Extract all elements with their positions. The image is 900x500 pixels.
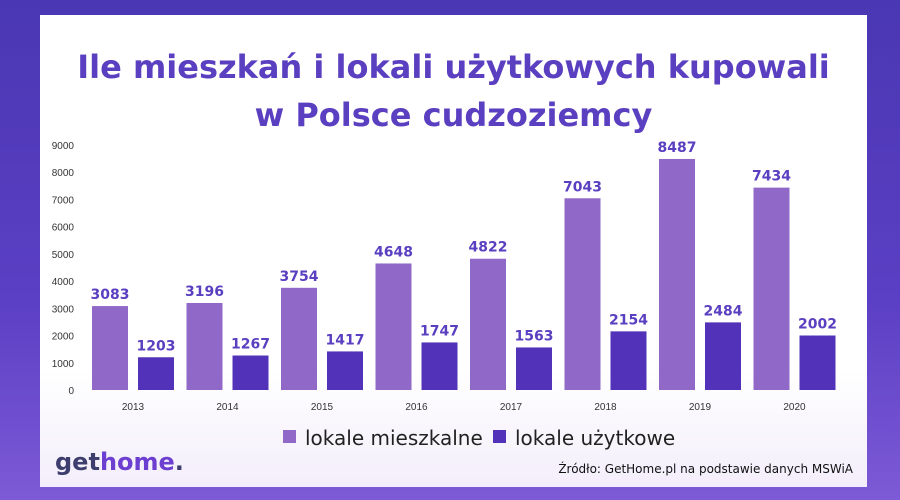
data-label: 7434 xyxy=(752,169,791,185)
bar-uzytkowe xyxy=(138,357,174,390)
bar-mieszkalne xyxy=(753,187,790,390)
y-tick-label: 5000 xyxy=(52,250,75,261)
x-tick-label: 2020 xyxy=(783,402,806,413)
bar-uzytkowe xyxy=(799,335,836,390)
data-label: 1417 xyxy=(326,332,365,348)
bar-mieszkalne xyxy=(281,287,317,390)
bar-uzytkowe xyxy=(421,342,458,390)
y-tick-label: 4000 xyxy=(52,277,75,288)
bar-mieszkalne xyxy=(186,302,223,390)
x-tick-label: 2015 xyxy=(311,402,334,413)
y-tick-label: 6000 xyxy=(52,223,75,234)
data-label: 2484 xyxy=(704,303,743,319)
legend-label-series2: lokale użytkowe xyxy=(515,426,676,450)
bar-mieszkalne xyxy=(92,306,128,390)
bar-uzytkowe xyxy=(327,351,363,390)
data-label: 1563 xyxy=(515,328,554,344)
logo-dot: . xyxy=(174,448,184,476)
logo-text-get: get xyxy=(55,448,100,476)
data-label: 4648 xyxy=(374,244,413,260)
bar-uzytkowe xyxy=(516,347,552,390)
y-tick-label: 2000 xyxy=(52,332,75,343)
chart-title-line1: Ile mieszkań i lokali użytkowych kupowal… xyxy=(77,48,830,86)
data-label: 1203 xyxy=(137,338,176,354)
data-label: 2154 xyxy=(609,312,648,328)
bar-uzytkowe xyxy=(705,322,741,390)
y-tick-label: 1000 xyxy=(52,359,75,370)
bar-mieszkalne xyxy=(375,263,412,390)
x-tick-label: 2014 xyxy=(216,402,239,413)
y-tick-label: 3000 xyxy=(52,304,75,315)
data-label: 3196 xyxy=(185,284,224,300)
y-tick-label: 0 xyxy=(68,386,74,397)
data-label: 2002 xyxy=(798,317,837,333)
legend-swatch-series1 xyxy=(283,430,296,443)
bar-mieszkalne xyxy=(659,158,695,390)
data-label: 8487 xyxy=(658,140,697,156)
x-tick-label: 2018 xyxy=(594,402,617,413)
data-label: 1747 xyxy=(420,323,459,339)
data-label: 1267 xyxy=(231,337,270,353)
bar-mieszkalne xyxy=(564,198,601,390)
chart-title-line2: w Polsce cudzoziemcy xyxy=(254,96,653,134)
y-tick-label: 7000 xyxy=(52,195,75,206)
y-tick-label: 8000 xyxy=(52,168,75,179)
data-label: 7043 xyxy=(563,179,602,195)
x-tick-label: 2019 xyxy=(689,402,712,413)
bar-mieszkalne xyxy=(470,258,506,390)
x-tick-label: 2016 xyxy=(405,402,428,413)
x-tick-label: 2017 xyxy=(500,402,523,413)
gethome-logo: gethome. xyxy=(55,448,184,476)
legend-swatch-series2 xyxy=(493,430,506,443)
bar-uzytkowe xyxy=(232,355,269,390)
x-tick-label: 2013 xyxy=(122,402,145,413)
chart-card: Ile mieszkań i lokali użytkowych kupowal… xyxy=(40,15,867,487)
y-tick-label: 9000 xyxy=(52,141,75,152)
source-note: Źródło: GetHome.pl na podstawie danych M… xyxy=(558,462,853,476)
bar-uzytkowe xyxy=(610,331,647,390)
logo-text-home: home xyxy=(99,448,175,476)
data-label: 3754 xyxy=(280,269,319,285)
legend-label-series1: lokale mieszkalne xyxy=(305,426,483,450)
data-label: 3083 xyxy=(91,287,130,303)
data-label: 4822 xyxy=(469,240,508,256)
